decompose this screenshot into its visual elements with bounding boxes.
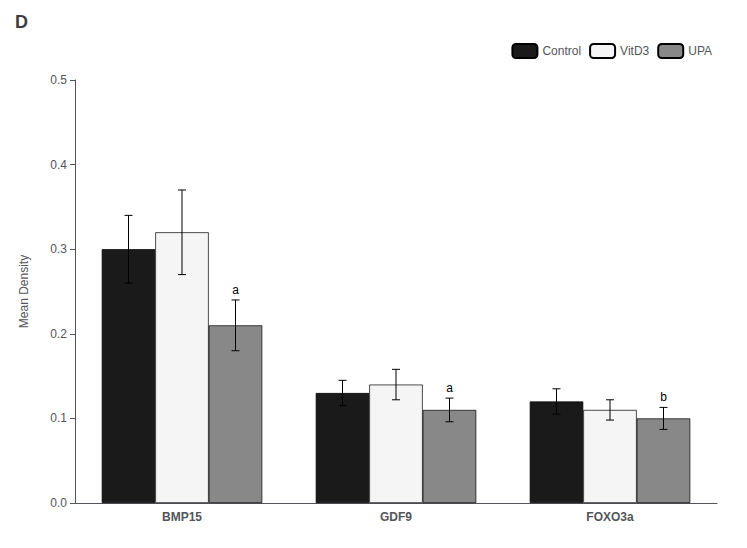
- svg-text:0.1: 0.1: [50, 411, 67, 425]
- svg-text:0.0: 0.0: [50, 496, 67, 510]
- svg-text:BMP15: BMP15: [162, 510, 202, 524]
- svg-text:0.2: 0.2: [50, 327, 67, 341]
- svg-text:Control: Control: [542, 44, 581, 58]
- svg-text:UPA: UPA: [688, 44, 712, 58]
- svg-text:0.4: 0.4: [50, 158, 67, 172]
- svg-text:GDF9: GDF9: [380, 510, 412, 524]
- svg-text:VitD3: VitD3: [620, 44, 649, 58]
- svg-text:a: a: [232, 283, 239, 297]
- svg-text:a: a: [446, 381, 453, 395]
- svg-text:0.3: 0.3: [50, 242, 67, 256]
- svg-text:b: b: [660, 390, 667, 404]
- svg-text:FOXO3a: FOXO3a: [586, 510, 634, 524]
- svg-text:Mean Density: Mean Density: [17, 255, 31, 328]
- svg-text:D: D: [15, 12, 28, 32]
- svg-text:0.5: 0.5: [50, 73, 67, 87]
